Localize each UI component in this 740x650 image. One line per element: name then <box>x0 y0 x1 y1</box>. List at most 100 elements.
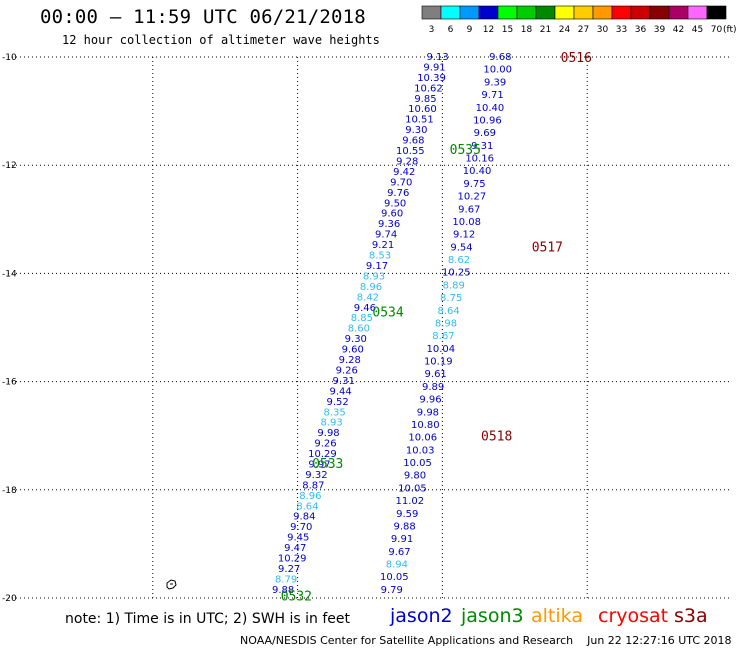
legend-label: 6 <box>448 25 454 35</box>
wave-height-value: 9.84 <box>293 512 315 523</box>
wave-height-value: 9.70 <box>290 522 312 533</box>
track-a: 9.139.9110.3910.629.8510.6010.519.309.68… <box>272 52 449 596</box>
wave-height-value: 9.89 <box>422 382 444 393</box>
wave-height-value: 9.44 <box>330 386 352 397</box>
wave-height-value: 9.32 <box>305 470 327 481</box>
wave-height-value: 8.93 <box>320 418 342 429</box>
wave-height-value: 9.39 <box>484 77 506 88</box>
wave-height-value: 9.85 <box>414 94 436 105</box>
wave-height-value: 9.75 <box>463 179 485 190</box>
wave-height-value: 9.91 <box>391 534 413 545</box>
y-tick-label: -20 <box>2 594 17 604</box>
wave-height-map: -10-12-14-16-18-206063666972759.139.9110… <box>2 51 732 604</box>
legend-label: 42 <box>673 25 684 35</box>
wave-height-value: 9.12 <box>453 230 475 241</box>
wave-height-value: 10.29 <box>278 554 307 565</box>
wave-height-value: 9.36 <box>378 219 400 230</box>
legend-label: 3 <box>429 25 435 35</box>
wave-height-value: 9.26 <box>336 365 358 376</box>
wave-height-value: 8.98 <box>435 318 457 329</box>
wave-height-value: 9.31 <box>333 376 355 387</box>
credit-line: NOAA/NESDIS Center for Satellite Applica… <box>240 634 732 647</box>
wave-height-value: 9.21 <box>372 240 394 251</box>
pass-time-label: 0535 <box>450 143 481 158</box>
wave-height-value: 10.80 <box>411 420 440 431</box>
legend-label: 36 <box>635 25 647 35</box>
wave-height-value: 9.45 <box>287 533 309 544</box>
wave-height-value: 9.17 <box>366 261 388 272</box>
wave-height-value: 8.64 <box>296 501 318 512</box>
wave-height-value: 9.52 <box>327 397 349 408</box>
wave-height-value: 8.79 <box>275 574 297 585</box>
wave-height-value: 9.70 <box>390 177 412 188</box>
wave-height-value: 8.62 <box>448 255 470 266</box>
wave-height-value: 9.68 <box>402 136 424 147</box>
wave-height-value: 10.04 <box>427 344 456 355</box>
wave-height-value: 9.61 <box>425 369 447 380</box>
legend-label: 27 <box>578 25 589 35</box>
wave-height-value: 10.60 <box>408 104 437 115</box>
y-tick-label: -14 <box>2 269 17 279</box>
legend-label: 33 <box>616 25 627 35</box>
wave-height-value: 10.40 <box>476 103 505 114</box>
chart-title: 00:00 — 11:59 UTC 06/21/2018 <box>40 6 366 28</box>
wave-height-value: 9.30 <box>405 125 427 136</box>
y-tick-label: -12 <box>2 161 17 171</box>
wave-height-value: 9.26 <box>314 439 336 450</box>
track-b: 9.6810.009.399.7110.4010.969.699.3110.16… <box>380 52 512 596</box>
wave-height-value: 9.80 <box>404 471 426 482</box>
pass-time-label: 0532 <box>281 589 312 604</box>
wave-height-value: 9.42 <box>393 167 415 178</box>
island-outline <box>166 579 177 590</box>
wave-height-value: 9.96 <box>419 395 441 406</box>
wave-height-value: 9.54 <box>450 242 472 253</box>
wave-height-value: 8.96 <box>360 282 382 293</box>
legend-unit: (ft) <box>723 25 737 35</box>
wave-height-value: 9.67 <box>388 547 410 558</box>
legend-label: 30 <box>597 25 609 35</box>
wave-height-value: 9.31 <box>471 141 493 152</box>
color-legend: 3 6 9 12 15 18 21 24 27 30 33 36 39 42 45 70 (ft) <box>421 5 737 35</box>
y-tick-label: -16 <box>2 378 17 388</box>
wave-height-value: 10.62 <box>414 83 443 94</box>
wave-height-value: 9.28 <box>396 156 418 167</box>
wave-height-value: 8.96 <box>299 491 321 502</box>
satellite-label-jason2: jason2 <box>390 605 453 627</box>
satellite-label-s3a: s3a <box>674 605 708 627</box>
wave-height-value: 9.91 <box>423 62 445 73</box>
wave-height-value: 9.13 <box>426 52 448 63</box>
wave-height-value: 10.08 <box>452 217 481 228</box>
wave-height-value: 10.55 <box>396 146 425 157</box>
wave-height-value: 10.06 <box>408 433 437 444</box>
wave-height-value: 10.05 <box>380 572 409 583</box>
chart-subtitle: 12 hour collection of altimeter wave hei… <box>62 33 380 47</box>
pass-time-label: 0533 <box>312 457 343 472</box>
wave-height-value: 9.50 <box>384 198 406 209</box>
wave-height-value: 9.98 <box>417 407 439 418</box>
wave-height-value: 10.19 <box>424 357 453 368</box>
wave-height-value: 10.96 <box>473 115 502 126</box>
pass-time-label: 0516 <box>561 51 592 66</box>
wave-height-value: 8.60 <box>348 324 370 335</box>
footer-note: note: 1) Time is in UTC; 2) SWH is in fe… <box>65 611 351 627</box>
wave-height-value: 8.85 <box>351 313 373 324</box>
wave-height-value: 9.60 <box>342 345 364 356</box>
wave-height-value: 10.25 <box>442 268 471 279</box>
wave-height-value: 8.67 <box>432 331 454 342</box>
legend-label: 70 <box>711 25 723 35</box>
wave-height-value: 10.00 <box>483 65 512 76</box>
wave-height-value: 9.47 <box>284 543 306 554</box>
wave-height-value: 9.27 <box>278 564 300 575</box>
wave-height-value: 9.76 <box>387 188 409 199</box>
wave-height-value: 8.64 <box>437 306 459 317</box>
wave-height-value: 8.93 <box>363 271 385 282</box>
satellite-label-cryosat: cryosat <box>598 605 669 627</box>
y-tick-label: -10 <box>2 53 17 63</box>
wave-height-value: 10.51 <box>405 115 434 126</box>
wave-height-value: 9.30 <box>345 334 367 345</box>
wave-height-value: 9.74 <box>375 230 397 241</box>
legend-label: 24 <box>559 25 571 35</box>
legend-label: 39 <box>654 25 666 35</box>
wave-height-value: 9.88 <box>394 521 416 532</box>
wave-height-value: 9.59 <box>396 509 418 520</box>
